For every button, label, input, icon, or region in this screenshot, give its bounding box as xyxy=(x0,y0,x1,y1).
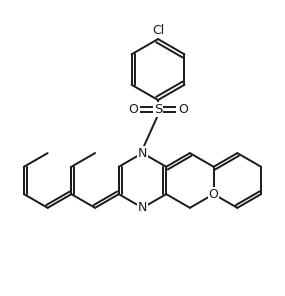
Text: O: O xyxy=(209,188,219,201)
Text: O: O xyxy=(128,103,138,116)
Text: O: O xyxy=(178,103,188,116)
Text: S: S xyxy=(154,103,162,116)
Text: N: N xyxy=(138,147,147,160)
Text: Cl: Cl xyxy=(152,24,164,37)
Text: S: S xyxy=(154,103,162,116)
Text: N: N xyxy=(138,201,147,214)
